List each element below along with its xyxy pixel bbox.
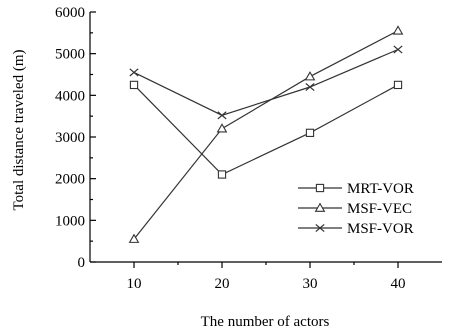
axes: 0 1000 2000 3000 4000 5000 6000 10 20 30 40 bbox=[55, 5, 442, 292]
data-point-msf-vor bbox=[393, 45, 403, 54]
marker-x-stroke bbox=[393, 45, 403, 54]
y-tick-label: 1000 bbox=[55, 213, 85, 229]
series-line-msf-vor bbox=[133, 48, 399, 116]
x-tick-label: 30 bbox=[303, 276, 318, 292]
legend-label: MSF-VOR bbox=[347, 221, 414, 237]
data-point-mrt-vor bbox=[217, 170, 227, 179]
legend-item-msf-vec: MSF-VEC bbox=[298, 201, 412, 217]
series-line-mrt-vor bbox=[133, 84, 399, 176]
marker-x-stroke bbox=[305, 82, 315, 92]
series-mrt-vor bbox=[129, 80, 403, 179]
x-tick-label: 10 bbox=[127, 276, 142, 292]
legend-item-mrt-vor: MRT-VOR bbox=[298, 181, 414, 197]
legend-label: MRT-VOR bbox=[347, 181, 414, 197]
legend-label: MSF-VEC bbox=[347, 201, 412, 217]
y-tick-label: 3000 bbox=[55, 130, 85, 146]
legend-marker bbox=[315, 223, 325, 233]
series-layer bbox=[128, 25, 404, 243]
y-tick-label: 4000 bbox=[55, 88, 85, 104]
x-axis-label: The number of actors bbox=[201, 314, 330, 330]
y-tick-label: 5000 bbox=[55, 47, 85, 63]
data-point-msf-vor bbox=[305, 82, 315, 92]
data-point-msf-vec bbox=[304, 71, 316, 81]
y-tick-label: 0 bbox=[78, 255, 86, 271]
series-line-msf-vec bbox=[133, 30, 399, 240]
data-point-msf-vec bbox=[392, 25, 404, 35]
data-point-mrt-vor bbox=[393, 80, 403, 90]
marker-x-stroke bbox=[315, 223, 325, 233]
x-tick-label: 20 bbox=[215, 276, 230, 292]
data-point-msf-vec bbox=[128, 233, 140, 243]
legend-item-msf-vor: MSF-VOR bbox=[298, 221, 414, 237]
marker-x-stroke bbox=[217, 111, 227, 120]
data-point-mrt-vor bbox=[305, 128, 315, 137]
legend: MRT-VOR MSF-VEC MSF-VOR bbox=[298, 181, 414, 237]
series-msf-vec bbox=[128, 25, 404, 243]
data-point-msf-vec bbox=[216, 123, 228, 133]
y-tick-label: 2000 bbox=[55, 172, 85, 188]
legend-marker bbox=[315, 183, 325, 193]
data-point-mrt-vor bbox=[129, 80, 139, 90]
data-point-msf-vor bbox=[129, 68, 139, 77]
data-point-msf-vor bbox=[217, 111, 227, 120]
marker-x-stroke bbox=[129, 68, 139, 77]
series-msf-vor bbox=[129, 45, 403, 120]
y-tick-label: 6000 bbox=[55, 5, 85, 21]
x-tick-label: 40 bbox=[391, 276, 406, 292]
legend-marker bbox=[314, 202, 326, 212]
y-axis-label: Total distance traveled (m) bbox=[11, 50, 27, 211]
